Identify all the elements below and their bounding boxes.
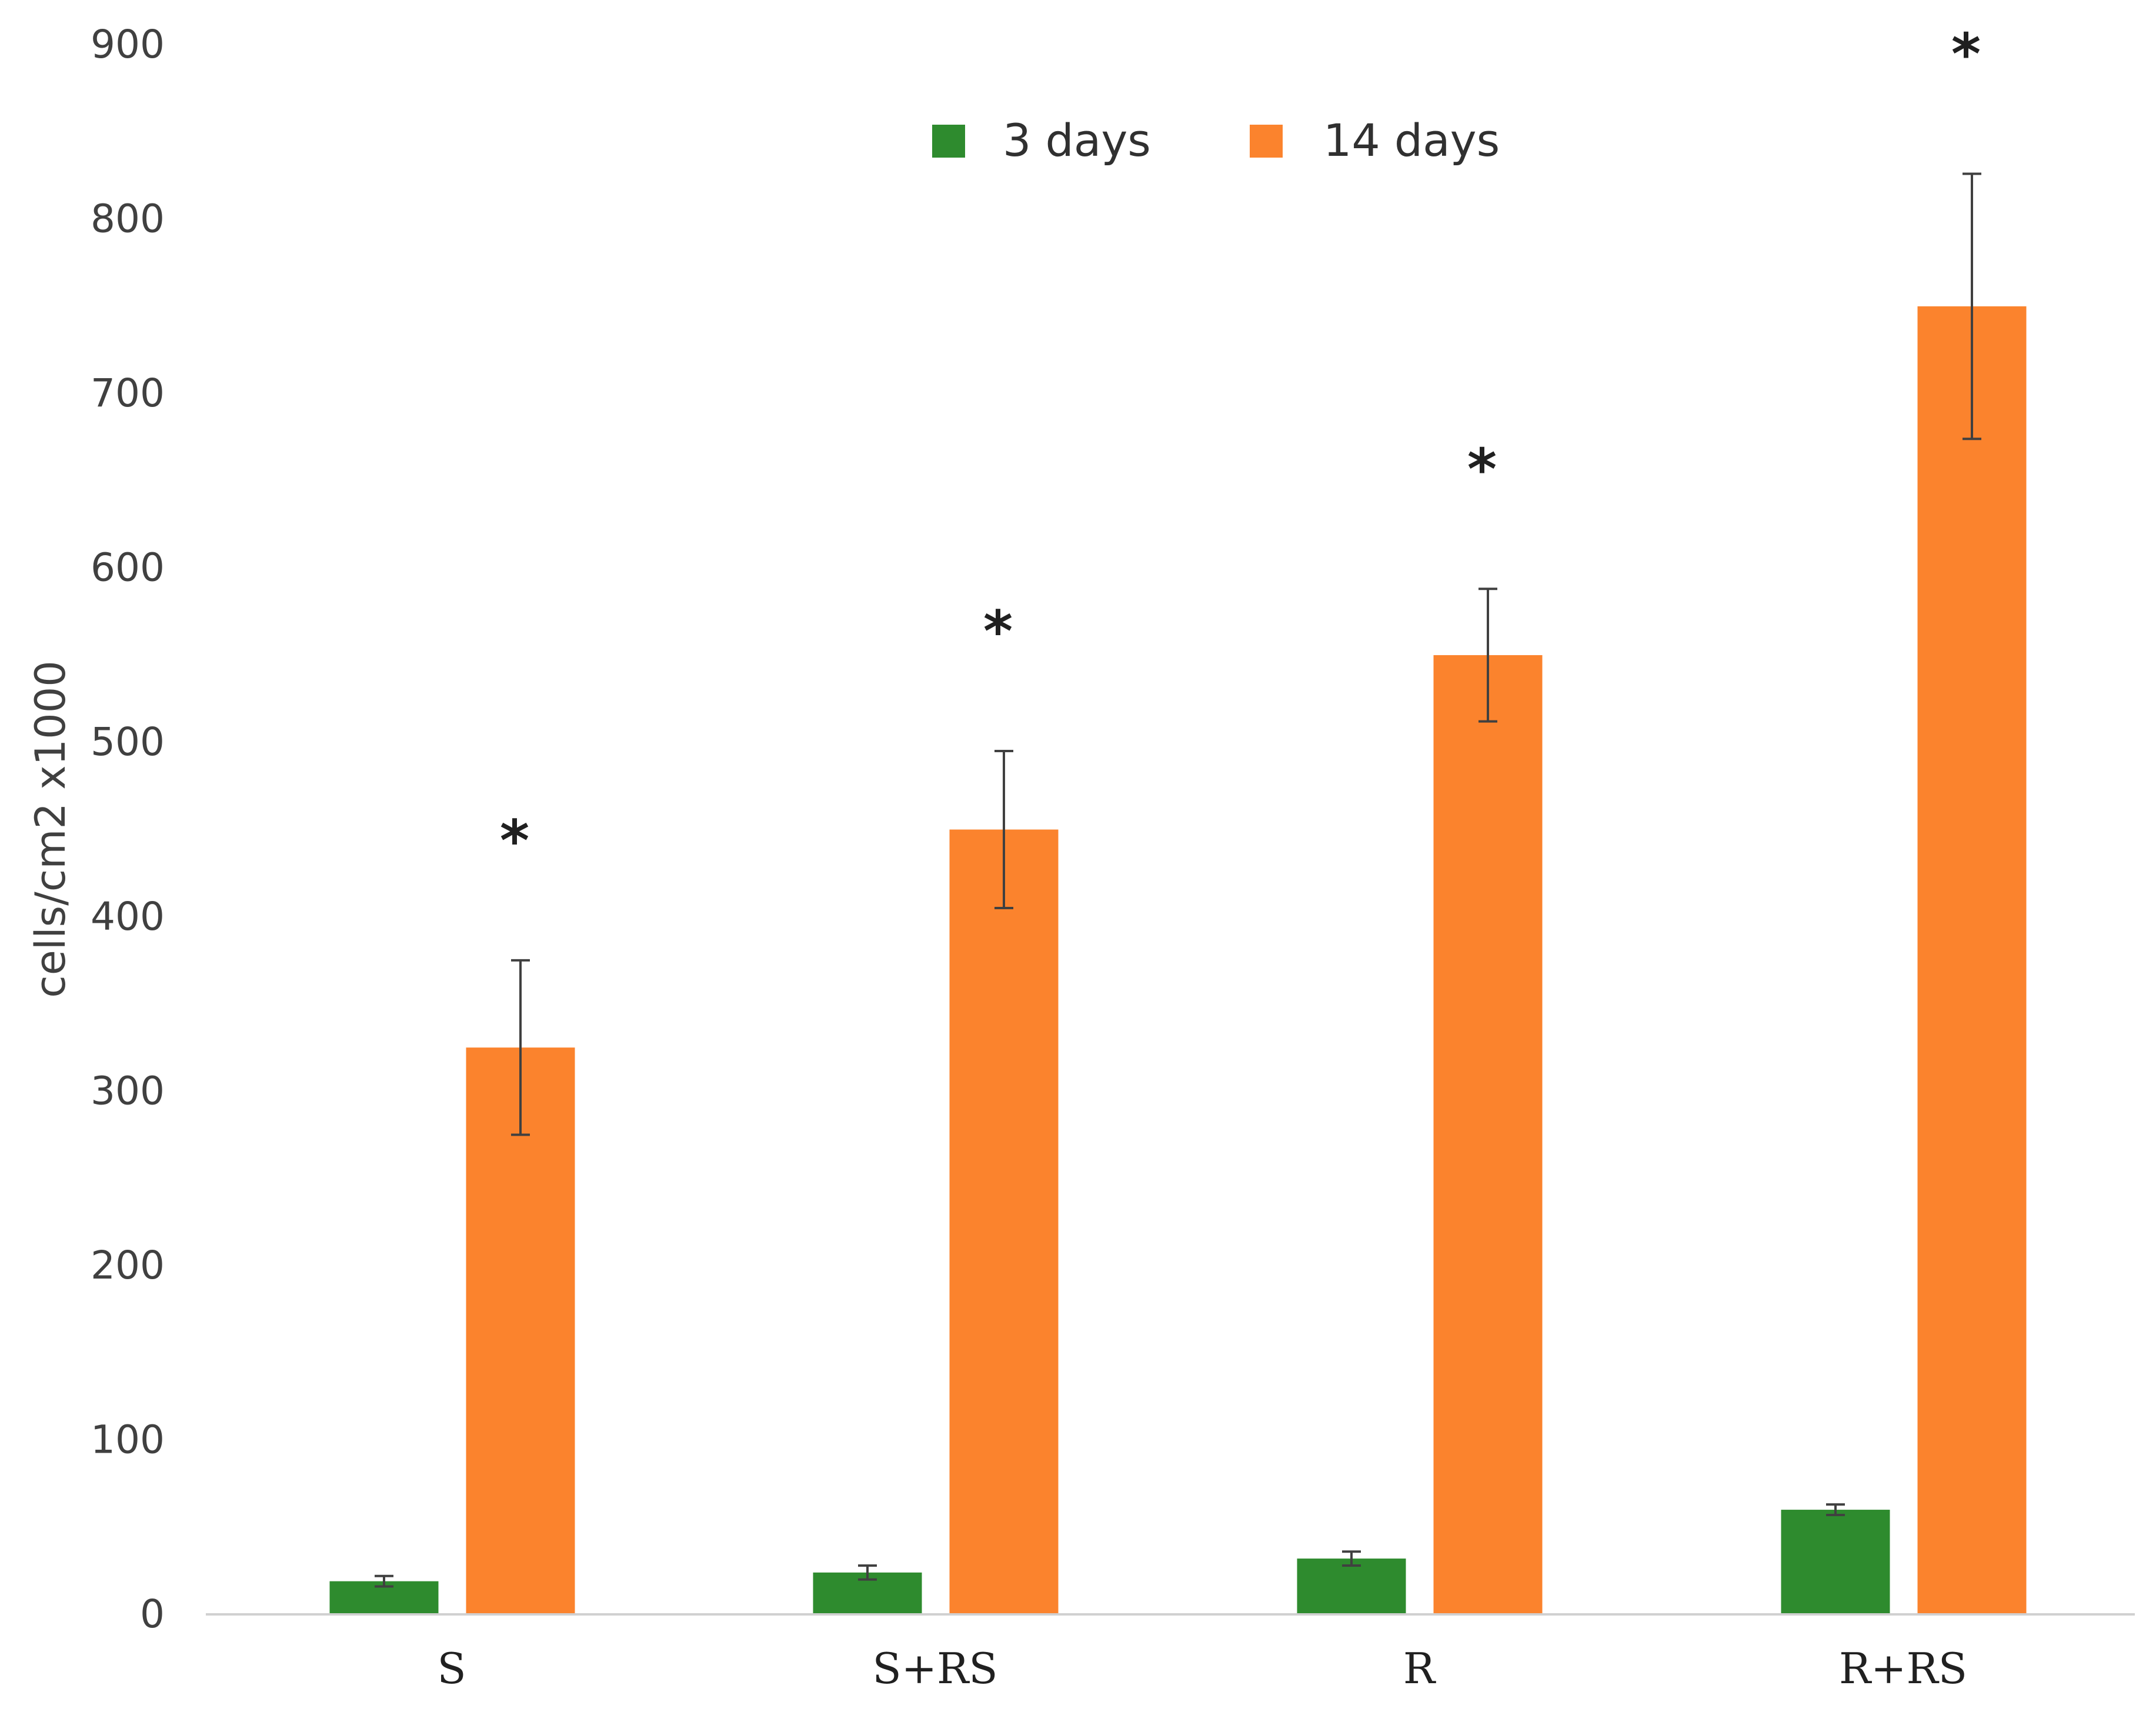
bar-14-days-R [1433,655,1543,1614]
y-tick-label: 600 [91,545,165,590]
y-axis-label: cells/cm2 x1000 [26,660,75,998]
bars [329,306,2027,1615]
error-bar [1342,1550,1361,1567]
legend-label: 14 days [1323,114,1500,166]
legend: 3 days 14 days [932,114,1500,166]
significance-asterisk: * [1951,21,1981,87]
bar-14-days-S+RS [949,829,1059,1614]
error-bar [994,750,1013,909]
error-bar [858,1564,877,1581]
significance-markers: * * * * [500,21,1981,873]
error-bar [511,959,530,1136]
y-tick-label: 800 [91,196,165,242]
x-tick-label: S [437,1644,466,1693]
significance-asterisk: * [983,599,1013,665]
x-tick-label: S+RS [872,1644,997,1693]
x-axis-labels: S S+RS R R+RS [437,1644,1967,1693]
y-tick-label: 500 [91,719,165,765]
legend-label: 3 days [1003,114,1151,166]
legend-swatch [1250,125,1283,158]
significance-asterisk: * [1467,436,1497,502]
x-tick-label: R [1403,1644,1436,1693]
y-axis: 0 100 200 300 400 500 600 700 800 900 [91,22,165,1637]
bar-3-days-R [1297,1559,1406,1614]
error-bars [375,172,1981,1588]
y-tick-label: 0 [140,1591,165,1637]
error-bar [375,1574,393,1588]
bar-3-days-R+RS [1781,1510,1890,1614]
y-tick-label: 200 [91,1243,165,1288]
legend-swatch [932,125,965,158]
y-tick-label: 100 [91,1417,165,1462]
y-tick-label: 900 [91,22,165,67]
significance-asterisk: * [500,808,529,874]
legend-item-14-days: 14 days [1250,114,1500,166]
error-bar [1826,1503,1845,1516]
legend-item-3-days: 3 days [932,114,1151,166]
error-bar [1479,588,1497,723]
bar-14-days-S [466,1047,575,1614]
error-bar [1963,172,1981,440]
x-tick-label: R+RS [1839,1644,1967,1693]
y-tick-label: 400 [91,894,165,939]
y-tick-label: 300 [91,1068,165,1113]
bar-14-days-R+RS [1917,306,2027,1615]
y-tick-label: 700 [91,371,165,416]
